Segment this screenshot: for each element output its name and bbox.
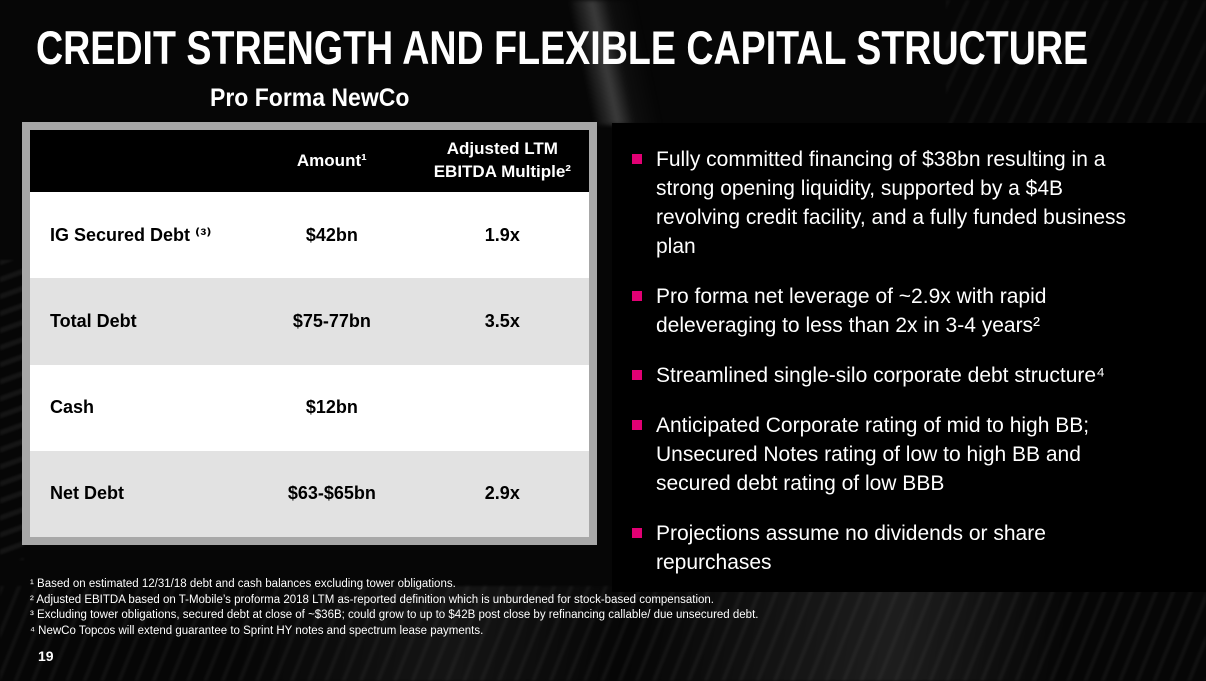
footnote-4: ⁴ NewCo Topcos will extend guarantee to … <box>30 624 484 637</box>
row-label: Cash <box>50 397 95 418</box>
footnotes: ¹ Based on estimated 12/31/18 debt and c… <box>30 577 790 639</box>
list-item: Anticipated Corporate rating of mid to h… <box>632 411 1146 498</box>
row-multiple: 1.9x <box>484 224 520 245</box>
row-label: Total Debt <box>50 310 137 331</box>
highlights-panel: Fully committed financing of $38bn resul… <box>612 123 1206 592</box>
bullet-square-icon <box>632 420 642 430</box>
row-label: IG Secured Debt ⁽³⁾ <box>50 224 212 245</box>
list-item: Streamlined single-silo corporate debt s… <box>632 361 1146 390</box>
list-item: Pro forma net leverage of ~2.9x with rap… <box>632 282 1146 340</box>
table-row-total-debt: Total Debt $75-77bn 3.5x <box>30 278 589 365</box>
slide-title: CREDIT STRENGTH AND FLEXIBLE CAPITAL STR… <box>36 21 1089 74</box>
footnote-2: ² Adjusted EBITDA based on T-Mobile’s pr… <box>30 593 714 606</box>
row-amount: $75-77bn <box>292 310 371 331</box>
list-item: Projections assume no dividends or share… <box>632 519 1146 577</box>
bullet-square-icon <box>632 370 642 380</box>
row-amount: $42bn <box>305 224 358 245</box>
bullet-square-icon <box>632 291 642 301</box>
row-amount: $12bn <box>305 397 358 418</box>
row-multiple: 3.5x <box>484 310 520 331</box>
column-header-amount: Amount¹ <box>296 150 367 170</box>
row-label: Net Debt <box>50 483 125 504</box>
bullet-square-icon <box>632 154 642 164</box>
bullet-text: Pro forma net leverage of ~2.9x with rap… <box>656 285 1047 337</box>
table-row-net-debt: Net Debt $63-$65bn 2.9x <box>30 450 589 537</box>
row-multiple: 2.9x <box>484 483 520 504</box>
debt-table: Amount¹ Adjusted LTM EBITDA Multiple² IG… <box>22 122 597 545</box>
row-amount: $63-$65bn <box>287 483 376 504</box>
bullet-text: Fully committed financing of $38bn resul… <box>656 148 1127 258</box>
table-row-cash: Cash $12bn <box>30 364 589 451</box>
bullet-square-icon <box>632 528 642 538</box>
list-item: Fully committed financing of $38bn resul… <box>632 145 1146 261</box>
footnote-3: ³ Excluding tower obligations, secured d… <box>30 609 759 621</box>
table-row-ig-secured-debt: IG Secured Debt ⁽³⁾ $42bn 1.9x <box>30 192 589 279</box>
highlights-list: Fully committed financing of $38bn resul… <box>632 145 1146 577</box>
bullet-text: Anticipated Corporate rating of mid to h… <box>656 414 1090 495</box>
bullet-text: Streamlined single-silo corporate debt s… <box>656 364 1106 387</box>
column-header-ebitda-multiple: Adjusted LTM EBITDA Multiple² <box>433 139 571 181</box>
table-header-row: Amount¹ Adjusted LTM EBITDA Multiple² <box>30 130 589 192</box>
footnote-1: ¹ Based on estimated 12/31/18 debt and c… <box>30 578 456 590</box>
bullet-text: Projections assume no dividends or share… <box>656 522 1046 574</box>
page-number: 19 <box>38 648 54 664</box>
slide-subtitle: Pro Forma NewCo <box>210 84 410 112</box>
